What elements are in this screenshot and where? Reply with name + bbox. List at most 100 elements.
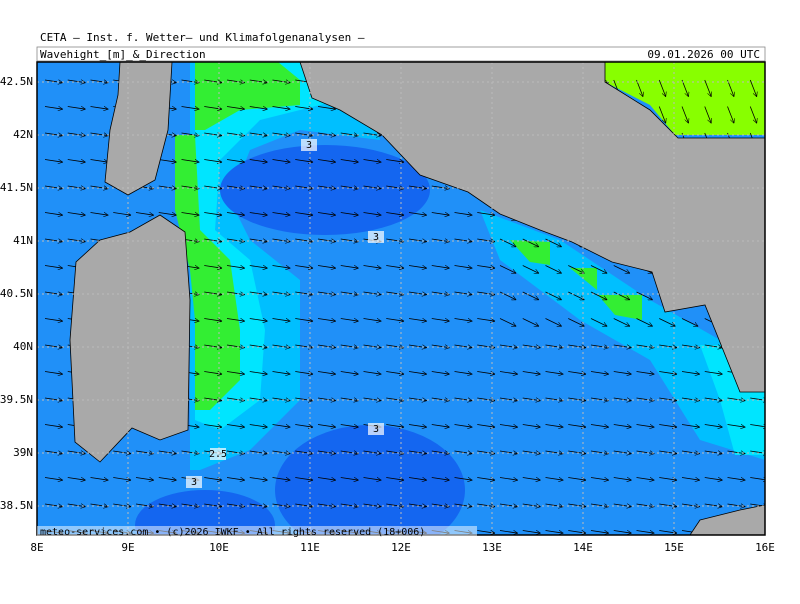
wave-arrow xyxy=(363,372,382,375)
wave-arrow xyxy=(704,79,712,97)
wave-arrow xyxy=(295,398,313,401)
wave-arrow xyxy=(454,292,473,295)
wave-arrow xyxy=(226,451,245,454)
wave-arrow xyxy=(204,239,222,242)
wave-arrow xyxy=(340,478,359,481)
wave-arrow xyxy=(454,213,473,216)
wave-arrow xyxy=(750,478,765,481)
italy xyxy=(299,62,765,393)
wave-zone-green xyxy=(195,62,300,130)
wave-arrow xyxy=(659,398,677,401)
wave-arrow xyxy=(226,345,245,348)
wave-arrow xyxy=(44,133,63,136)
wave-arrow xyxy=(44,504,63,507)
lon-label: 16E xyxy=(755,541,775,554)
wave-arrow xyxy=(704,345,723,348)
wave-arrow xyxy=(158,478,177,481)
wave-arrow xyxy=(727,478,746,481)
wave-arrow xyxy=(431,425,450,428)
wave-arrow xyxy=(590,451,609,454)
wave-arrow xyxy=(249,133,268,136)
wave-arrow xyxy=(477,319,495,322)
wave-arrow xyxy=(568,291,584,300)
wave-arrow xyxy=(522,478,541,481)
wave-arrow xyxy=(340,133,359,136)
wave-arrow xyxy=(590,478,609,481)
wave-arrow xyxy=(431,372,450,375)
wave-arrow xyxy=(636,79,644,97)
wave-arrow xyxy=(90,186,109,189)
wave-arrow xyxy=(363,478,382,481)
wave-arrow xyxy=(613,318,630,327)
wave-arrow xyxy=(568,425,586,428)
wave-arrow xyxy=(181,80,200,83)
wave-arrow xyxy=(181,160,200,163)
wave-arrow xyxy=(454,478,473,481)
wave-arrow xyxy=(636,372,655,375)
wave-arrow xyxy=(363,160,382,163)
wave-arrow xyxy=(158,213,177,216)
wave-arrow xyxy=(135,451,154,454)
wave-arrow xyxy=(204,425,222,428)
wave-arrow xyxy=(750,425,765,428)
wave-arrow xyxy=(454,425,473,428)
product-title: Wavehight_[m]_&_Direction xyxy=(40,48,206,61)
wave-arrow xyxy=(249,345,268,348)
wave-arrow xyxy=(431,186,450,189)
wave-arrow xyxy=(545,451,564,454)
sicily xyxy=(689,504,765,535)
wave-arrow xyxy=(499,345,518,348)
wave-arrow xyxy=(454,345,473,348)
footer: meteo-services.com • (c)2026 IWKF • All … xyxy=(40,527,425,538)
lon-label: 9E xyxy=(121,541,134,554)
wave-arrow xyxy=(590,398,609,401)
wave-arrow xyxy=(226,239,245,242)
wave-arrow xyxy=(44,451,63,454)
wave-arrow xyxy=(681,106,689,124)
wave-arrow xyxy=(386,478,404,481)
contour-label: 3 xyxy=(306,140,312,151)
wave-arrow xyxy=(545,425,564,428)
wave-arrow xyxy=(408,213,427,216)
wave-arrow xyxy=(704,425,723,428)
wave-arrow xyxy=(431,345,450,348)
wave-arrow xyxy=(499,238,516,247)
wave-arrow xyxy=(135,213,154,216)
wave-arrow xyxy=(249,504,268,507)
wave-arrow xyxy=(545,318,562,327)
wave-arrow xyxy=(590,504,609,507)
wave-arrow xyxy=(113,478,131,481)
wave-zone-dark xyxy=(135,490,275,535)
wave-arrow xyxy=(44,398,63,401)
wave-arrow xyxy=(659,318,675,327)
wave-arrow xyxy=(226,186,245,189)
wave-arrow xyxy=(295,425,313,428)
wave-arrow xyxy=(727,79,735,97)
datetime: 09.01.2026 00 UTC xyxy=(647,48,760,61)
wave-arrow xyxy=(750,451,765,454)
wave-arrow xyxy=(704,398,723,401)
wave-arrow xyxy=(90,107,109,110)
wave-arrow xyxy=(90,160,109,163)
wave-arrow xyxy=(499,398,518,401)
wave-arrow xyxy=(522,425,541,428)
wave-arrow xyxy=(181,107,200,110)
wave-arrow xyxy=(386,160,404,163)
wave-arrow xyxy=(340,292,359,295)
wave-arrow xyxy=(317,107,336,110)
wave-arrow xyxy=(499,478,518,481)
wave-arrow xyxy=(408,425,427,428)
wave-arrow xyxy=(750,398,765,401)
footer-bg xyxy=(37,526,477,537)
contour-label-bg xyxy=(301,139,317,151)
wave-arrow xyxy=(636,318,653,327)
lon-label: 8E xyxy=(30,541,43,554)
wave-arrow xyxy=(750,504,765,507)
wave-arrow xyxy=(454,319,473,322)
lat-label: 39.5N xyxy=(0,393,33,406)
wave-arrow xyxy=(90,213,109,216)
wave-arrow xyxy=(295,239,313,242)
wave-arrow xyxy=(749,106,757,124)
wave-arrow xyxy=(249,80,268,83)
wave-arrow xyxy=(272,213,291,216)
